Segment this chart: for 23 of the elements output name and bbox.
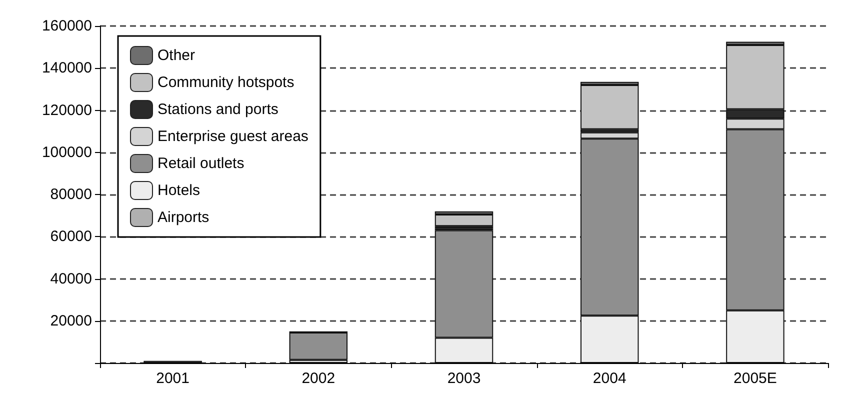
x-tick-label: 2002 [302,370,336,387]
y-tick-label: 80000 [50,186,92,203]
y-tick-label: 20000 [50,312,92,330]
legend-label: Community hotspots [158,74,294,91]
x-tick-label: 2003 [447,370,481,387]
y-tick-label: 160000 [42,18,92,34]
legend-label: Airports [158,209,210,226]
legend-label: Retail outlets [158,155,244,172]
bar [580,84,639,130]
y-tick-label: 60000 [50,228,92,246]
y-tick-label: 100000 [42,144,92,161]
legend-label: Hotels [158,182,200,199]
x-tick-label: 2004 [592,370,626,387]
legend-label: Enterprise guest areas [158,128,308,145]
y-tick-label: 120000 [42,102,92,119]
legend-label: Stations and ports [158,101,278,118]
x-tick-label: 2005E [734,370,777,387]
y-tick-label: 40000 [50,270,92,288]
x-tick-label: 2001 [156,370,190,387]
y-tick-label: 140000 [42,60,92,77]
bar [434,214,494,226]
bar [289,332,348,360]
legend-label: Other [158,47,196,64]
